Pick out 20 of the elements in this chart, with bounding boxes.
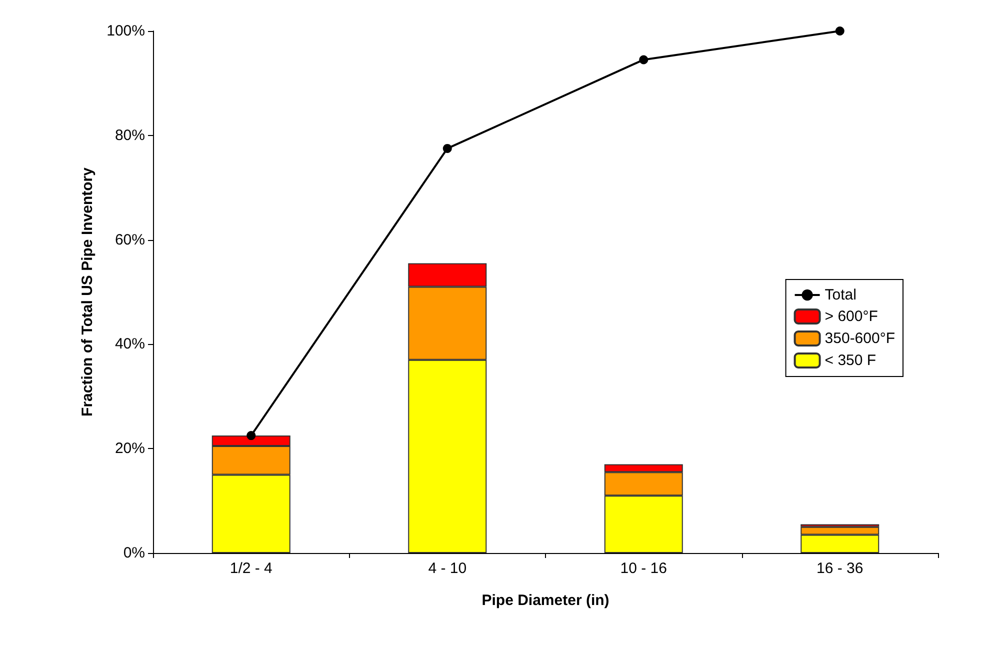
x-tick-label: 10 - 16 [620,560,667,577]
y-axis-title: Fraction of Total US Pipe Inventory [79,166,96,416]
legend-label: < 350 F [824,352,876,369]
y-tick-label: 60% [114,231,145,248]
y-tick-label: 0% [123,544,145,562]
y-tick-label: 100% [106,22,145,40]
legend-label: > 600°F [824,308,878,325]
x-axis-title: Pipe Diameter (in) [482,592,610,609]
point [639,55,648,64]
y-tick-label: 80% [114,126,145,144]
y-tick-label: 40% [114,336,145,353]
point [835,26,844,36]
point [442,144,452,153]
legend-label: 350-600°F [824,330,896,347]
x-tick-label: 16 - 36 [816,560,864,577]
x-tick-label: 1/2 - 4 [230,560,272,577]
x-tick-label: 4 - 10 [428,560,467,577]
point [246,431,256,440]
legend-label: Total [824,286,856,304]
y-tick-label: 20% [114,440,145,458]
